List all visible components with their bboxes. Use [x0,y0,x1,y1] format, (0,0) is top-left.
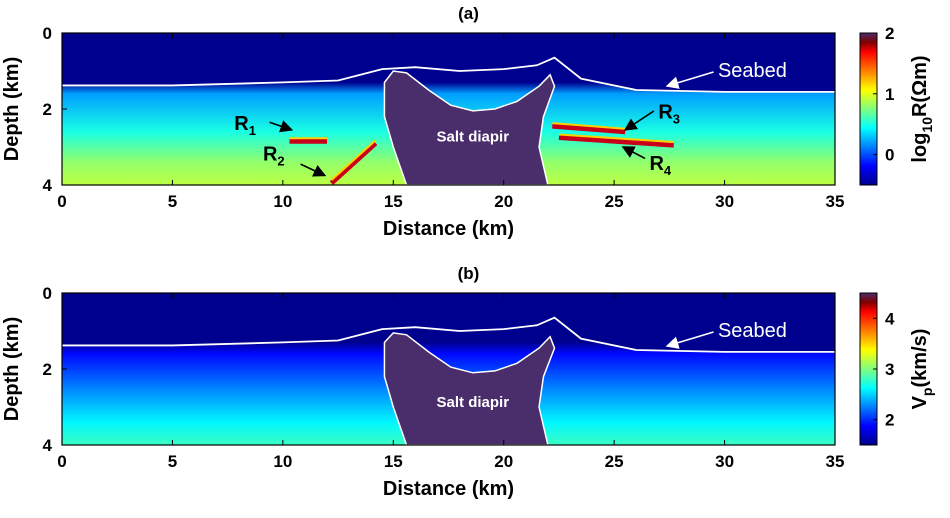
seabed-label: Seabed [718,60,787,82]
x-tick-label: 0 [57,192,66,211]
colorbar-tick-label: 3 [885,360,894,379]
panel-b: (b) 0 5 10 15 20 25 30 35 0 2 4 Distance (km) Depth (… [1,264,935,500]
x-tick-label: 5 [168,452,177,471]
x-tick-label: 10 [273,192,292,211]
x-tick-label: 30 [715,192,734,211]
reservoir-arrow-1 [269,120,294,133]
colorbar [859,32,878,186]
reservoir-3 [552,123,626,135]
y-tick-label: 2 [43,360,52,379]
reservoir-3-edge [552,122,626,130]
water-layer [62,33,835,92]
colorbar-tick-label: 2 [885,24,894,43]
colorbar-tick-label: 0 [885,146,894,165]
x-axis-label: Distance (km) [383,478,514,500]
y-axis-label: Depth (km) [1,317,23,421]
y-axis-label: Depth (km) [1,57,23,161]
colorbar-tick-label: 2 [885,411,894,430]
reservoir-label-3: R3 [658,102,680,127]
reservoir-arrow-4 [621,146,646,160]
seabed-label: Seabed [718,320,787,342]
colorbar-tick-label: 4 [885,309,895,328]
colorbar-label-main: log [909,133,931,163]
colorbar-label-sub: 10 [919,117,935,133]
x-tick-label: 0 [57,452,66,471]
colorbar-label-sub: p [919,388,935,397]
salt-diapir-label: Salt diapir [437,128,510,145]
seabed-arrow [665,71,714,89]
salt-diapir-label: Salt diapir [437,394,510,411]
reservoir-label-main: R [263,143,278,165]
y-tick-label: 4 [43,176,53,195]
x-tick-label: 20 [494,452,513,471]
x-tick-label: 30 [715,452,734,471]
reservoir-label-sub: 3 [673,112,680,127]
seabed-arrow [665,331,714,349]
reservoir-4-edge [558,133,674,144]
panel-title: (a) [458,4,479,23]
colorbar-label: log10R(Ωm) [909,55,935,162]
reservoir-label-main: R [649,153,664,175]
reservoir-arrow-3 [623,110,655,131]
x-tick-label: 15 [384,192,403,211]
y-tick-label: 0 [43,284,52,303]
reservoir-label-sub: 1 [249,123,256,138]
x-tick-label: 20 [494,192,513,211]
reservoir-2-edge [330,139,377,181]
reservoir-label-main: R [658,102,673,124]
y-tick-label: 2 [43,100,52,119]
colorbar-label-main: V [909,395,931,409]
panel-title: (b) [458,264,480,283]
y-tick-label: 4 [43,436,53,455]
plot-area [62,33,835,185]
seabed-line [62,316,835,353]
x-tick-label: 25 [605,452,624,471]
reservoir-label-4: R4 [649,153,671,178]
salt-diapir [383,332,556,445]
reservoir-2 [329,141,378,185]
reservoir-label-sub: 4 [664,163,672,178]
x-tick-label: 15 [384,452,403,471]
reservoir-4 [558,135,674,148]
colorbar-label-rest: R(Ωm) [909,55,931,117]
x-tick-label: 10 [273,452,292,471]
reservoir-label-main: R [234,113,249,135]
y-tick-label: 0 [43,24,52,43]
colorbar-label-rest: (km/s) [909,329,931,388]
reservoir-label-2: R2 [263,143,285,168]
x-axis-label: Distance (km) [383,218,514,240]
colorbar-tick-label: 1 [885,85,894,104]
x-tick-label: 35 [826,452,845,471]
reservoir-arrow-2 [300,163,327,177]
reservoir-label-sub: 2 [277,153,284,168]
plot-area [62,293,835,445]
salt-diapir [383,70,556,185]
water-layer [62,293,835,352]
x-tick-label: 25 [605,192,624,211]
colorbar-label: Vp(km/s) [909,329,935,410]
reservoir-label-1: R1 [234,113,256,138]
x-tick-label: 5 [168,192,177,211]
x-tick-label: 35 [826,192,845,211]
seabed-line [62,56,835,93]
